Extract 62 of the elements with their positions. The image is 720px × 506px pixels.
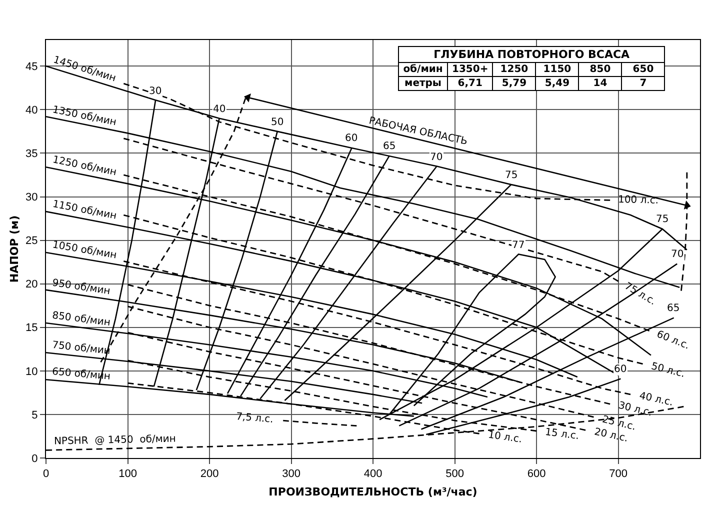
annotation: 10 л.с. <box>487 430 523 446</box>
annotation: 60 <box>345 133 358 144</box>
annotation: метры <box>398 76 448 90</box>
annotation: 1250 об/мин <box>52 154 118 178</box>
y-tick-label: 35 <box>26 148 38 160</box>
annotation: 30 <box>149 86 162 97</box>
annotation: 650 об/мин <box>52 366 111 382</box>
annotation: 7,5 л.с. <box>236 412 274 426</box>
y-tick-label: 5 <box>32 409 38 422</box>
annotation: 30 л.с. <box>617 400 654 419</box>
x-tick-label: 300 <box>282 468 300 480</box>
annotation: 60 л.с. <box>655 329 691 352</box>
annotation: 1050 об/мин <box>52 240 118 262</box>
annotation: 77 <box>512 240 525 251</box>
y-tick-label: 0 <box>32 452 38 465</box>
x-tick-label: 700 <box>609 468 628 480</box>
annotation: 1250 <box>492 62 536 76</box>
x-tick-label: 600 <box>527 468 546 480</box>
x-tick-label: 100 <box>118 468 137 480</box>
annotation: 40 <box>213 104 226 115</box>
x-axis-title: ПРОИЗВОДИТЕЛЬНОСТЬ (м³/час) <box>268 485 478 498</box>
y-tick-label: 45 <box>26 60 38 73</box>
annotation: 70 <box>430 152 443 163</box>
annotation: 70 <box>671 249 684 260</box>
y-tick-label: 20 <box>26 278 38 291</box>
annotation: 1150 об/мин <box>52 198 118 222</box>
annotation: 1350 об/мин <box>52 104 118 128</box>
annotation: 15 л.с. <box>544 426 580 442</box>
annotation: 7 <box>622 76 665 90</box>
annotation: 75 <box>656 214 669 225</box>
annotation: 75 <box>505 170 518 181</box>
annotation: 50 л.с. <box>650 361 686 380</box>
y-tick-label: 30 <box>26 192 38 204</box>
x-tick-label: 400 <box>364 468 382 480</box>
annotation: 850 об/мин <box>52 310 111 329</box>
y-axis-title: НАПОР (м) <box>8 215 22 283</box>
annotation: 850 <box>578 62 622 76</box>
annotation: 6,71 <box>448 76 493 90</box>
annotation: ГЛУБИНА ПОВТОРНОГО ВСАСА <box>398 46 665 62</box>
x-tick-label: 500 <box>446 468 464 480</box>
annotation: об/мин <box>398 62 448 76</box>
annotation: 5,79 <box>492 76 536 90</box>
x-tick-label: 0 <box>42 468 50 480</box>
annotation: 75 л.с. <box>622 280 658 308</box>
annotation: 1350+ <box>448 62 493 76</box>
annotation: 1450 об/мин <box>52 54 118 84</box>
annotation: 1150 <box>536 62 579 76</box>
annotation: 50 <box>271 117 284 128</box>
annotation: 650 <box>622 62 665 76</box>
annotation: 750 об/мин <box>52 340 111 358</box>
y-tick-label: 40 <box>26 104 38 117</box>
y-tick-label: 15 <box>26 322 38 334</box>
annotation: 5,49 <box>536 76 579 90</box>
annotation: 14 <box>578 76 622 90</box>
x-tick-label: 200 <box>200 468 219 480</box>
y-tick-label: 10 <box>26 366 38 378</box>
annotation: 950 об/мин <box>51 278 111 298</box>
annotation: 100 л.с. <box>618 194 659 206</box>
y-tick-label: 25 <box>26 235 38 248</box>
annotation: 65 <box>667 303 680 314</box>
annotation: 60 <box>614 364 627 375</box>
annotation: 65 <box>383 141 396 152</box>
